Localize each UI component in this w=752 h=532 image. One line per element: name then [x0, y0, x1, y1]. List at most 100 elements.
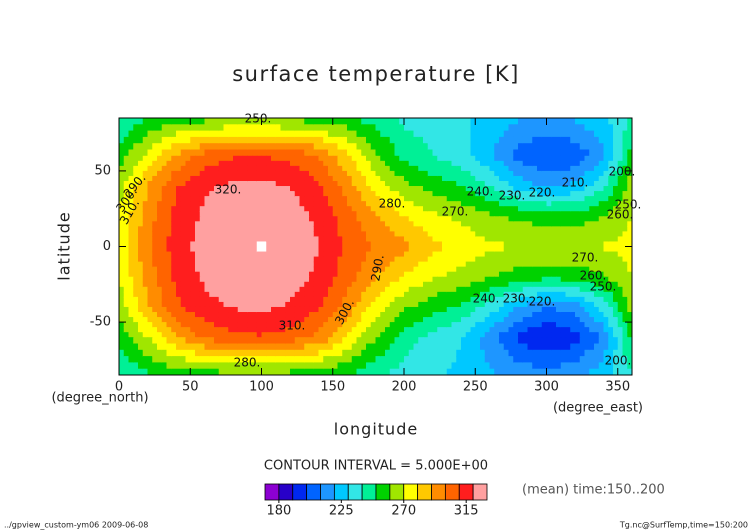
field-cell	[594, 221, 600, 227]
field-cell	[123, 271, 130, 278]
field-cell	[427, 356, 434, 364]
field-cell	[465, 236, 472, 243]
field-cell	[199, 356, 206, 364]
field-cell	[290, 337, 296, 345]
field-cell	[399, 276, 405, 283]
field-cell	[594, 231, 600, 238]
field-cell	[285, 296, 291, 303]
field-cell	[252, 261, 258, 268]
field-cell	[427, 186, 434, 192]
field-cell	[532, 246, 538, 253]
field-cell	[351, 286, 358, 293]
field-cell	[427, 368, 434, 375]
field-cell	[527, 165, 533, 172]
field-cell	[209, 149, 215, 157]
field-cell	[584, 231, 590, 238]
field-cell	[613, 226, 619, 232]
field-cell	[446, 349, 453, 357]
field-cell	[465, 271, 472, 278]
field-cell	[275, 211, 282, 217]
field-cell	[484, 251, 491, 258]
field-cell	[190, 221, 196, 227]
field-cell	[176, 256, 182, 263]
field-cell	[627, 231, 632, 238]
field-cell	[532, 296, 538, 303]
field-cell	[328, 266, 334, 273]
field-cell	[513, 281, 519, 288]
field-cell	[271, 165, 277, 172]
field-cell	[351, 155, 358, 162]
field-cell	[237, 236, 244, 243]
field-cell	[432, 349, 438, 357]
field-cell	[166, 186, 172, 192]
field-cell	[404, 149, 410, 157]
field-cell	[546, 281, 552, 288]
field-cell	[380, 221, 386, 227]
field-cell	[161, 211, 168, 217]
field-cell	[166, 136, 172, 144]
field-cell	[513, 160, 519, 167]
field-cell	[451, 286, 457, 293]
field-cell	[199, 281, 206, 288]
field-cell	[337, 124, 343, 132]
field-cell	[261, 296, 267, 303]
field-cell	[195, 241, 201, 248]
field-cell	[613, 160, 619, 167]
field-cell	[451, 327, 457, 333]
field-cell	[380, 149, 386, 157]
field-cell	[380, 312, 386, 318]
field-cell	[385, 266, 391, 273]
field-cell	[484, 155, 491, 162]
field-cell	[128, 118, 134, 125]
field-cell	[223, 296, 229, 303]
field-cell	[537, 170, 543, 177]
field-cell	[161, 175, 168, 182]
field-cell	[256, 356, 263, 364]
field-cell	[128, 191, 134, 197]
field-cell	[223, 149, 229, 157]
field-cell	[214, 291, 220, 298]
field-cell	[418, 246, 424, 253]
field-cell	[551, 130, 557, 138]
field-cell	[161, 271, 168, 278]
field-cell	[247, 276, 253, 283]
field-cell	[565, 160, 571, 167]
field-cell	[309, 261, 315, 268]
field-cell	[204, 276, 210, 283]
field-cell	[432, 362, 438, 370]
field-cell	[299, 286, 305, 293]
field-cell	[432, 246, 438, 253]
field-cell	[404, 322, 410, 328]
field-cell	[166, 180, 172, 187]
field-cell	[347, 201, 353, 207]
field-cell	[271, 332, 277, 338]
field-cell	[375, 206, 381, 212]
field-cell	[499, 196, 505, 202]
field-cell	[180, 241, 187, 248]
field-cell	[266, 349, 272, 357]
field-cell	[370, 124, 377, 132]
field-cell	[119, 175, 125, 182]
field-cell	[195, 337, 201, 345]
field-cell	[370, 155, 377, 162]
field-cell	[370, 368, 377, 375]
field-cell	[446, 271, 453, 278]
field-cell	[275, 160, 282, 167]
field-cell	[518, 251, 524, 258]
field-cell	[494, 246, 500, 253]
field-cell	[309, 118, 315, 125]
field-cell	[456, 118, 462, 125]
field-cell	[233, 165, 239, 172]
field-cell	[275, 266, 282, 273]
field-cell	[304, 281, 310, 288]
field-cell	[185, 286, 191, 293]
field-cell	[503, 286, 510, 293]
field-cell	[537, 143, 543, 151]
field-cell	[380, 291, 386, 298]
field-cell	[385, 349, 391, 357]
field-cell	[214, 211, 220, 217]
field-cell	[309, 221, 315, 227]
field-cell	[157, 246, 163, 253]
field-cell	[589, 221, 595, 227]
field-cell	[622, 301, 628, 308]
